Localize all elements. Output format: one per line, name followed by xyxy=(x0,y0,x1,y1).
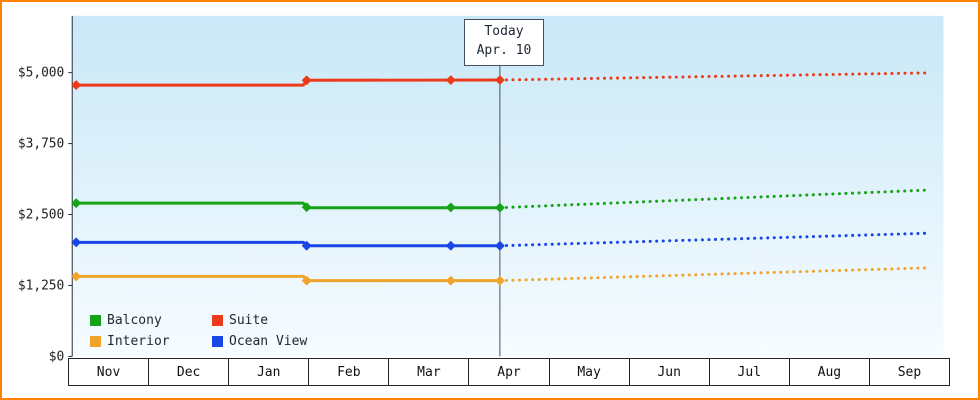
plot-area xyxy=(72,15,944,357)
series-marker-suite xyxy=(71,80,82,91)
legend-label: Interior xyxy=(107,334,170,349)
chart-legend: Balcony Suite Interior Ocean View xyxy=(90,313,307,349)
x-axis-month-may[interactable]: May xyxy=(549,358,630,386)
legend-swatch-suite xyxy=(212,315,223,326)
x-axis-month-aug[interactable]: Aug xyxy=(789,358,870,386)
legend-label: Suite xyxy=(229,313,269,328)
today-annotation: Today Apr. 10 xyxy=(464,19,544,66)
legend-item-interior: Interior xyxy=(90,334,212,349)
series-forecast-balcony xyxy=(498,188,928,210)
series-forecast-suite xyxy=(498,71,928,82)
legend-item-suite: Suite xyxy=(212,313,307,328)
y-axis-label: $3,750 xyxy=(18,137,64,152)
legend-swatch-interior xyxy=(90,336,101,347)
series-marker-ocean-view xyxy=(494,240,505,251)
series-marker-balcony xyxy=(301,202,312,213)
series-marker-interior xyxy=(71,271,82,282)
today-label: Today xyxy=(484,24,524,39)
x-axis-month-jul[interactable]: Jul xyxy=(709,358,790,386)
x-axis-month-nov[interactable]: Nov xyxy=(68,358,150,386)
today-date: Apr. 10 xyxy=(476,42,532,58)
series-marker-interior xyxy=(301,275,312,286)
series-marker-balcony xyxy=(445,202,456,213)
y-axis-label: $0 xyxy=(49,349,64,364)
series-forecast-ocean-view xyxy=(498,231,928,248)
x-axis-month-jun[interactable]: Jun xyxy=(629,358,710,386)
y-axis-label: $1,250 xyxy=(18,278,64,293)
legend-label: Balcony xyxy=(107,313,162,328)
x-axis-month-mar[interactable]: Mar xyxy=(389,358,470,386)
series-marker-ocean-view xyxy=(301,240,312,251)
x-axis-month-feb[interactable]: Feb xyxy=(309,358,390,386)
y-axis-label: $2,500 xyxy=(18,207,64,222)
x-axis-month-sep[interactable]: Sep xyxy=(869,358,951,386)
x-axis-month-dec[interactable]: Dec xyxy=(149,358,230,386)
series-marker-interior xyxy=(445,275,456,286)
legend-item-balcony: Balcony xyxy=(90,313,212,328)
x-axis-month-row: Nov Dec Jan Feb Mar Apr May Jun Jul Aug Sep xyxy=(68,358,951,386)
legend-item-ocean-view: Ocean View xyxy=(212,334,307,349)
series-marker-interior xyxy=(494,275,505,286)
series-marker-suite xyxy=(301,75,312,86)
series-marker-ocean-view xyxy=(445,240,456,251)
legend-swatch-balcony xyxy=(90,315,101,326)
y-axis-label: $5,000 xyxy=(18,66,64,81)
legend-label: Ocean View xyxy=(229,334,308,349)
series-forecast-interior xyxy=(498,266,928,283)
series-marker-balcony xyxy=(494,202,505,213)
series-marker-suite xyxy=(445,75,456,86)
legend-swatch-ocean-view xyxy=(212,336,223,347)
x-axis-month-apr[interactable]: Apr xyxy=(469,358,550,386)
x-axis-month-jan[interactable]: Jan xyxy=(229,358,310,386)
